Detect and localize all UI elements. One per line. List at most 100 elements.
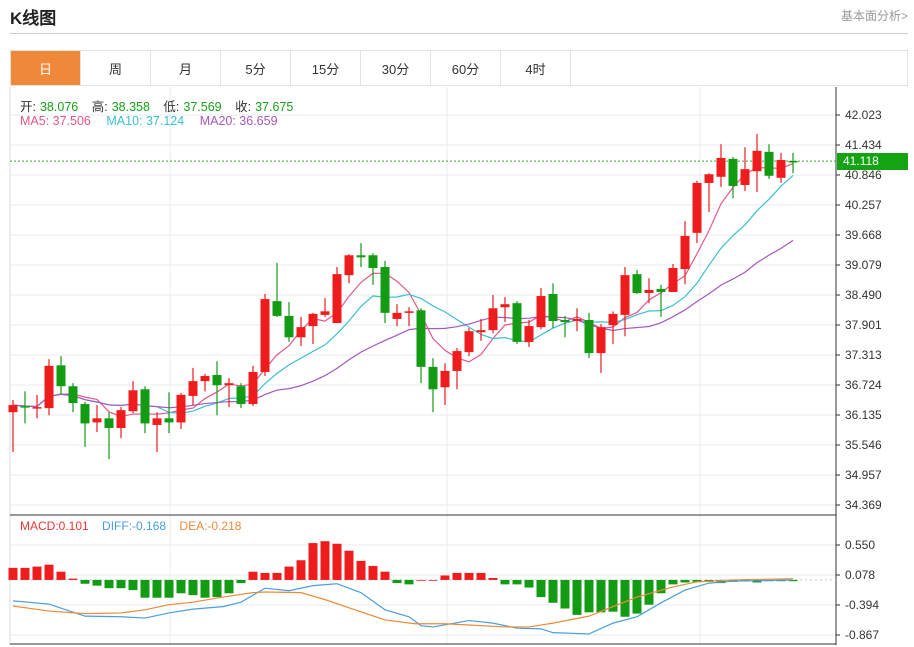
macd-bar <box>680 579 690 583</box>
dea-line <box>12 578 794 628</box>
candle-up <box>224 383 234 386</box>
tab-15min[interactable]: 15分 <box>291 51 361 85</box>
tab-4hour[interactable]: 4时 <box>501 51 571 85</box>
candle-up <box>752 150 762 172</box>
candle-up <box>488 308 498 331</box>
ma10-value: MA10: 37.124 <box>106 114 185 128</box>
candle-up <box>644 289 654 293</box>
macd-bar <box>716 579 726 584</box>
macd-bar <box>212 579 222 598</box>
candle-up <box>92 418 102 423</box>
candle-down <box>356 255 366 258</box>
macd-bar <box>272 572 282 580</box>
price-tick-label: 42.023 <box>845 108 882 122</box>
candle-up <box>464 331 474 353</box>
candle-up <box>260 299 270 372</box>
candle-up <box>320 311 330 315</box>
macd-bar <box>464 572 474 580</box>
candle-up <box>392 312 402 319</box>
ma5-value: MA5: 37.506 <box>20 114 91 128</box>
candle-down <box>764 151 774 176</box>
macd-bar <box>44 564 54 580</box>
candle-up <box>32 407 42 409</box>
candle-down <box>728 158 738 186</box>
macd-bar <box>104 579 114 589</box>
candle-down <box>80 404 90 424</box>
candle-up <box>704 174 714 183</box>
candle-up <box>692 182 702 233</box>
candle-down <box>164 418 174 423</box>
macd-bar <box>308 543 318 580</box>
macd-bar <box>20 567 30 580</box>
tab-30min[interactable]: 30分 <box>361 51 431 85</box>
tab-60min[interactable]: 60分 <box>431 51 501 85</box>
macd-value: MACD:0.101 <box>20 519 89 533</box>
macd-bar <box>392 579 402 584</box>
candle-down <box>380 266 390 313</box>
macd-bar <box>248 571 258 580</box>
macd-bar <box>668 579 678 585</box>
candle-up <box>608 313 618 326</box>
candle-up <box>716 157 726 177</box>
candle-up <box>200 376 210 382</box>
candle-up <box>776 159 786 178</box>
price-tick-label: 34.957 <box>845 468 882 482</box>
candle-down <box>212 375 222 386</box>
candle-up <box>296 327 306 338</box>
candle-down <box>416 310 426 367</box>
tab-5min[interactable]: 5分 <box>221 51 291 85</box>
macd-bar <box>284 566 294 580</box>
candle-up <box>572 318 582 322</box>
tab-day[interactable]: 日 <box>11 51 81 85</box>
page-title: K线图 <box>10 9 57 28</box>
price-tick-label: 39.079 <box>845 258 882 272</box>
candle-up <box>620 275 630 315</box>
macd-tick-label: 0.078 <box>845 568 875 582</box>
low-value: 37.569 <box>183 100 222 114</box>
macd-bar <box>428 579 438 581</box>
candle-up <box>596 327 606 354</box>
fundamental-analysis-link[interactable]: 基本面分析> <box>840 9 908 23</box>
price-tick-label: 40.257 <box>845 198 882 212</box>
candle-down <box>236 386 246 405</box>
macd-bar <box>92 579 102 586</box>
macd-bar <box>344 550 354 580</box>
macd-bar <box>56 571 66 580</box>
price-tick-label: 40.846 <box>845 168 882 182</box>
macd-bar <box>164 579 174 598</box>
macd-bar <box>536 579 546 598</box>
close-value: 37.675 <box>255 100 294 114</box>
macd-bar <box>176 579 186 594</box>
candle-down <box>56 365 66 387</box>
divider <box>10 33 908 34</box>
period-tabs: 日 周 月 5分 15分 30分 60分 4时 <box>10 50 908 86</box>
tab-week[interactable]: 周 <box>81 51 151 85</box>
macd-bar <box>692 579 702 582</box>
ma-legend: MA5: 37.506 MA10: 37.124 MA20: 36.659 <box>20 114 282 128</box>
macd-bar <box>584 579 594 613</box>
candle-down <box>20 406 30 408</box>
price-tick-label: 37.901 <box>845 318 882 332</box>
high-label: 高: <box>91 100 108 114</box>
macd-bar <box>368 565 378 580</box>
macd-bar <box>80 579 90 584</box>
macd-bar <box>404 579 414 585</box>
macd-bar <box>476 572 486 580</box>
candle-down <box>656 288 666 292</box>
macd-bar <box>128 579 138 591</box>
macd-tick-label: -0.394 <box>845 598 879 612</box>
candle-down <box>512 303 522 342</box>
macd-bar <box>224 579 234 594</box>
tab-month[interactable]: 月 <box>151 51 221 85</box>
candle-up <box>740 169 750 185</box>
candle-down <box>272 301 282 316</box>
macd-bar <box>452 572 462 580</box>
candle-down <box>104 418 114 429</box>
candle-up <box>500 304 510 308</box>
macd-tick-label: 0.550 <box>845 538 875 552</box>
macd-bar <box>32 566 42 580</box>
candle-down <box>548 294 558 322</box>
macd-bar <box>332 543 342 580</box>
candle-up <box>404 311 414 313</box>
